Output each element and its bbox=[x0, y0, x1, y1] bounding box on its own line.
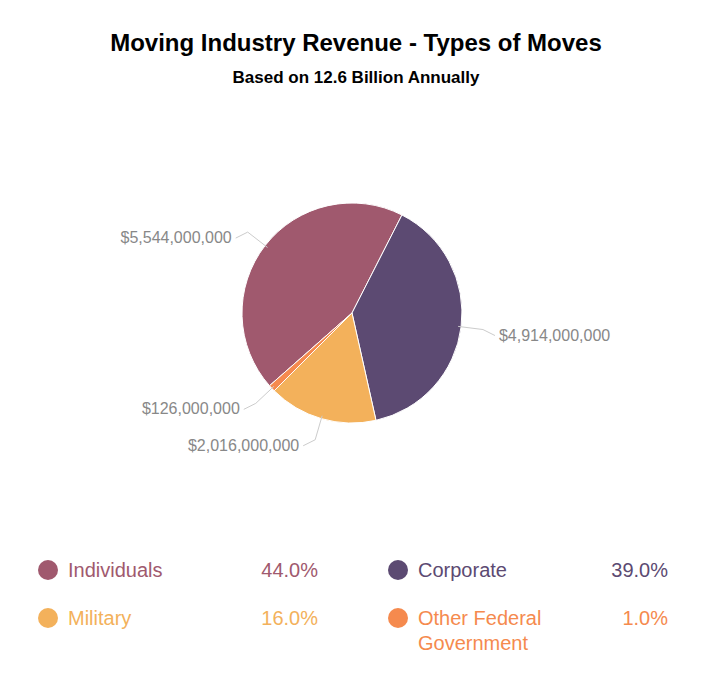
data-label: $126,000,000 bbox=[142, 400, 240, 417]
legend-swatch bbox=[38, 560, 58, 580]
data-label: $2,016,000,000 bbox=[188, 437, 299, 454]
legend-swatch bbox=[388, 608, 408, 628]
leader-line bbox=[236, 232, 268, 247]
leader-line bbox=[458, 326, 495, 335]
legend-value: 39.0% bbox=[611, 559, 668, 581]
data-labels: $5,544,000,000 $4,914,000,000 $2,016,000,0… bbox=[120, 229, 610, 454]
data-label: $4,914,000,000 bbox=[499, 327, 610, 344]
pie bbox=[242, 203, 462, 423]
legend-value: 1.0% bbox=[622, 607, 668, 629]
legend-item: Corporate 39.0% bbox=[388, 559, 668, 581]
legend-value: 44.0% bbox=[261, 559, 318, 581]
title: Moving Industry Revenue - Types of Moves bbox=[110, 29, 602, 56]
leader-line bbox=[303, 416, 322, 446]
legend-swatch bbox=[388, 560, 408, 580]
subtitle: Based on 12.6 Billion Annually bbox=[233, 68, 480, 87]
legend-item: Military 16.0% bbox=[38, 607, 318, 629]
pie-slice bbox=[269, 313, 352, 391]
leader-line bbox=[244, 386, 274, 409]
legend-label: Military bbox=[68, 607, 131, 629]
legend: Individuals 44.0% Corporate 39.0% Military 16… bbox=[38, 559, 668, 654]
legend-label: Corporate bbox=[418, 559, 507, 581]
chart: Moving Industry Revenue - Types of Moves… bbox=[0, 0, 712, 680]
legend-value: 16.0% bbox=[261, 607, 318, 629]
data-label: $5,544,000,000 bbox=[120, 229, 231, 246]
legend-label: Individuals bbox=[68, 559, 163, 581]
legend-swatch bbox=[38, 608, 58, 628]
legend-item: Individuals 44.0% bbox=[38, 559, 318, 581]
legend-label: Other FederalGovernment bbox=[418, 607, 541, 654]
legend-item: Other FederalGovernment 1.0% bbox=[388, 607, 668, 654]
